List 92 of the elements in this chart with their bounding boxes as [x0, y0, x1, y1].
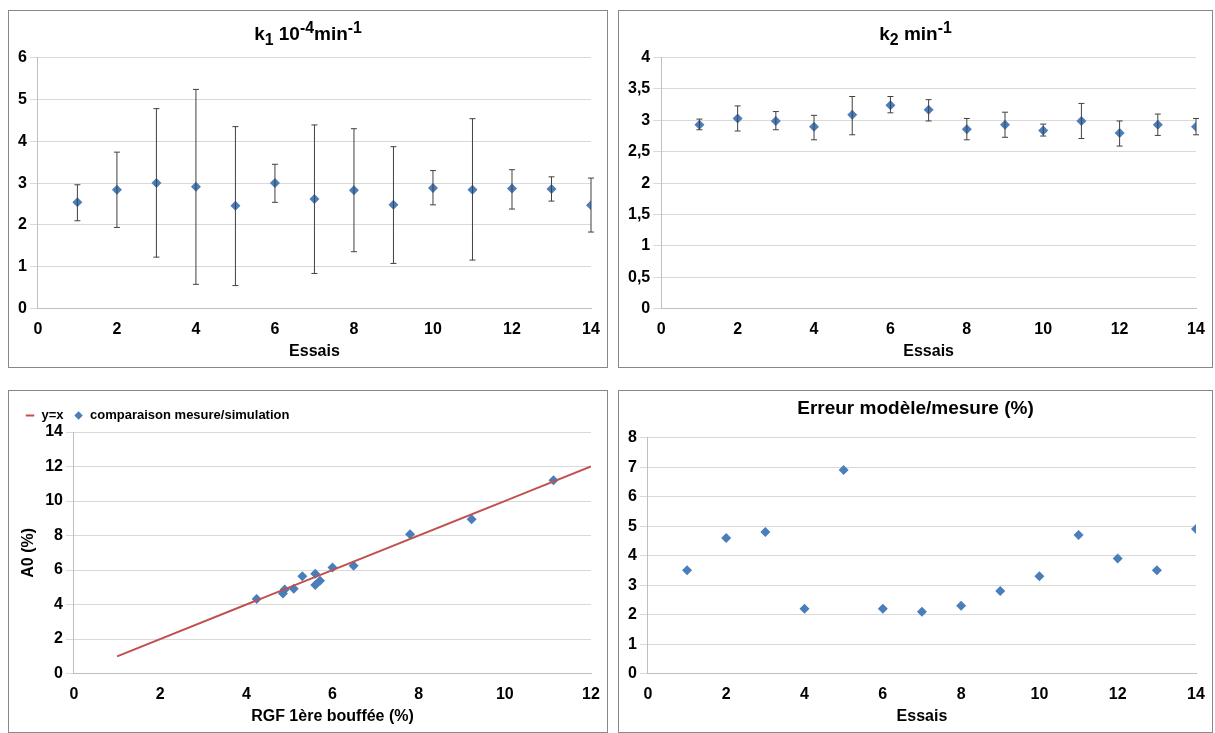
x-tick-label: 4	[800, 684, 810, 702]
x-tick-label: 0	[69, 684, 79, 702]
x-tick-label: 6	[885, 319, 895, 337]
point	[315, 575, 325, 586]
point	[877, 603, 888, 614]
y-tick-label: 0	[641, 299, 651, 317]
y-tick-label: 2	[627, 605, 637, 623]
y-tick-label: 2,5	[627, 142, 651, 160]
x-axis-title: Essais	[289, 341, 340, 359]
y-tick-label: 3	[627, 575, 637, 593]
y-tick-label: 5	[17, 89, 27, 107]
y-tick-label: 4	[17, 131, 27, 149]
point	[1073, 529, 1084, 540]
legend-label: comparaison mesure/simulation	[90, 407, 290, 423]
x-tick-label: 10	[424, 319, 442, 337]
y-tick-label: 10	[45, 491, 64, 509]
x-tick-label: 6	[270, 319, 280, 337]
point	[995, 586, 1006, 596]
point	[916, 606, 927, 617]
y-tick-label: 5	[627, 516, 637, 534]
y-tick-label: 7	[627, 457, 637, 475]
x-tick-label: 12	[503, 319, 521, 337]
x-tick-label: 8	[414, 684, 424, 702]
point	[1112, 553, 1123, 564]
x-tick-label: 2	[721, 684, 731, 702]
y-tick-label: 0	[54, 664, 64, 682]
x-axis-title: RGF 1ère bouffée (%)	[251, 706, 414, 724]
point	[956, 600, 967, 611]
x-tick-label: 4	[809, 319, 819, 337]
x-axis-title: Essais	[903, 341, 955, 359]
y-tick-label: 14	[45, 422, 64, 440]
point	[760, 527, 771, 537]
y-tick-label: 6	[17, 48, 27, 66]
y-tick-label: 3	[641, 110, 651, 128]
y-tick-label: 6	[627, 487, 637, 505]
y-tick-label: 3,5	[627, 79, 651, 97]
chart-title: k$_{1}$ 10$^{-4}$min$^{-1}$	[253, 18, 363, 49]
y-tick-label: 0	[627, 664, 637, 682]
y-tick-label: 4	[627, 546, 637, 564]
point	[799, 603, 810, 614]
y-tick-label: 2	[54, 629, 64, 647]
x-tick-label: 2	[112, 319, 122, 337]
point	[1151, 565, 1162, 576]
x-tick-label: 4	[241, 684, 251, 702]
x-tick-label: 10	[1030, 684, 1049, 702]
y-tick-label: 8	[627, 428, 637, 446]
x-tick-label: 12	[1110, 319, 1129, 337]
y-tick-label: 0	[17, 299, 27, 317]
point	[466, 514, 477, 525]
y-axis-title: A0 (%)	[19, 527, 37, 578]
x-tick-label: 0	[33, 319, 43, 337]
y-tick-label: 6	[54, 560, 64, 578]
x-axis-title: Essais	[896, 706, 948, 724]
point	[348, 560, 359, 571]
x-tick-label: 12	[1108, 684, 1127, 702]
y-tick-label: 3	[17, 173, 27, 191]
y-tick-label: 4	[641, 48, 651, 66]
x-tick-label: 0	[656, 319, 666, 337]
y-tick-label: 12	[45, 456, 64, 474]
chart-title: k$_{2}$ min$^{-1}$	[878, 18, 953, 49]
point	[1034, 571, 1045, 582]
x-tick-label: 8	[956, 684, 966, 702]
point	[721, 532, 732, 543]
point	[310, 580, 321, 591]
x-tick-label: 14	[1187, 684, 1205, 702]
point	[682, 565, 693, 576]
legend-label: y=x	[41, 407, 65, 423]
y-tick-label: 1	[627, 634, 637, 652]
x-tick-label: 12	[582, 684, 600, 702]
x-tick-label: 14	[1187, 319, 1205, 337]
x-tick-label: 2	[155, 684, 165, 702]
x-tick-label: 14	[582, 319, 600, 337]
x-tick-label: 4	[191, 319, 201, 337]
y-tick-label: 1,5	[627, 204, 651, 222]
chart-title: Erreur modèle/mesure (%)	[796, 396, 1035, 420]
x-tick-label: 10	[495, 684, 514, 702]
y-tick-label: 4	[54, 594, 64, 612]
y-tick-label: 8	[54, 525, 64, 543]
y-tick-label: 1	[17, 257, 27, 275]
x-tick-label: 2	[733, 319, 743, 337]
x-tick-label: 6	[878, 684, 888, 702]
x-tick-label: 8	[349, 319, 359, 337]
point	[405, 529, 416, 540]
point	[838, 465, 849, 476]
x-tick-label: 8	[962, 319, 972, 337]
y-tick-label: 1	[641, 236, 651, 254]
y-tick-label: 2	[641, 173, 651, 191]
point	[297, 571, 308, 582]
x-tick-label: 6	[328, 684, 338, 702]
y-tick-label: 2	[17, 215, 27, 233]
y-tick-label: 0,5	[627, 267, 651, 285]
x-tick-label: 10	[1034, 319, 1053, 337]
